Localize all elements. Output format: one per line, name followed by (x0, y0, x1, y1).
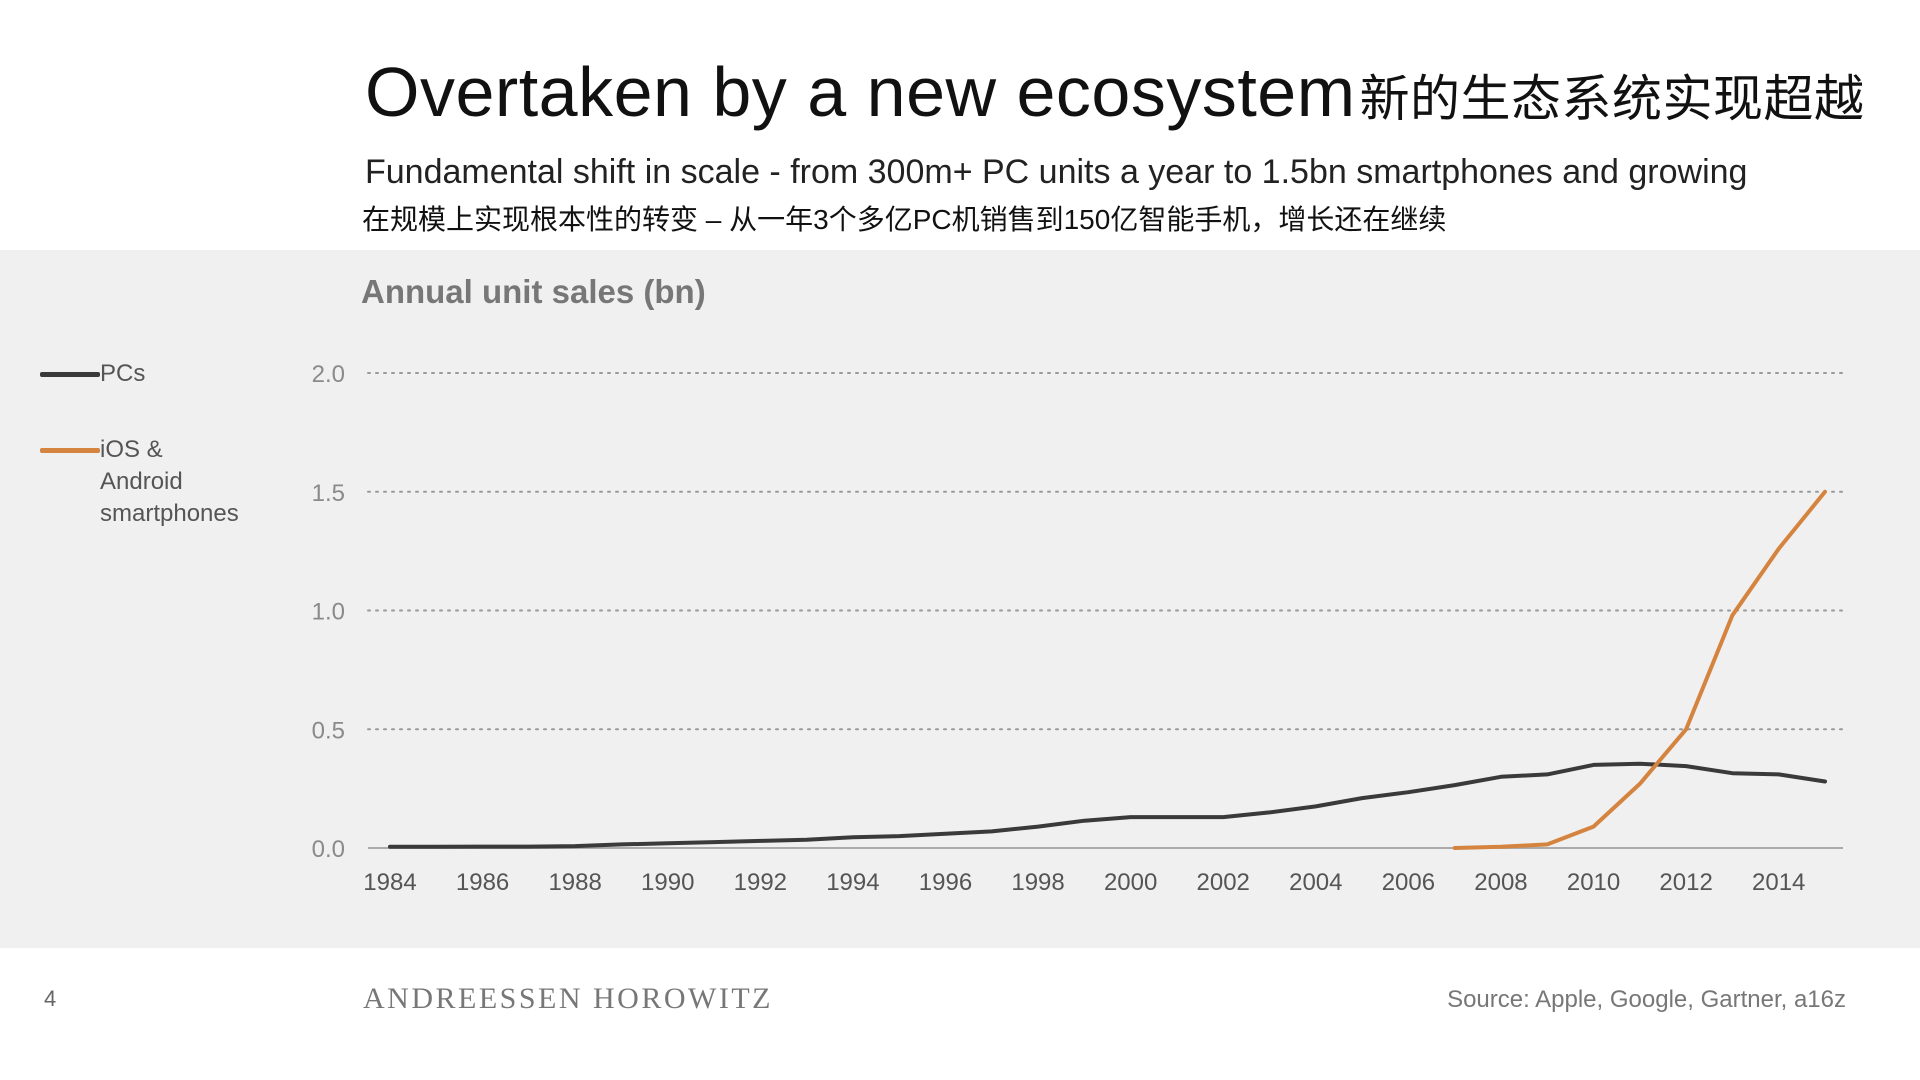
x-tick-label-1996: 1996 (919, 869, 972, 896)
source-note: Source: Apple, Google, Gartner, a16z (1447, 986, 1846, 1013)
legend-label-smartphones-line-1: iOS & Android (100, 436, 183, 495)
x-tick-label-2006: 2006 (1382, 869, 1435, 896)
y-tick-label-4: 2.0 (312, 361, 345, 388)
x-tick-label-1984: 1984 (363, 869, 416, 896)
page-title: Overtaken by a new ecosystem新的生态系统实现超越 (365, 52, 1865, 139)
legend-label-pcs-line-1: PCs (100, 360, 146, 387)
y-tick-label-1: 0.5 (312, 717, 345, 744)
series-line-pcs (388, 761, 1827, 849)
page-title-en: Overtaken by a new ecosystem (365, 53, 1356, 131)
series-line-smartphones (1452, 489, 1827, 850)
x-tick-label-1994: 1994 (826, 869, 879, 896)
chart-title: Annual unit sales (bn) (361, 273, 706, 310)
x-tick-label-1986: 1986 (456, 869, 509, 896)
page-title-zh: 新的生态系统实现超越 (1359, 71, 1865, 127)
legend-label-smartphones: iOS & Android smartphones (100, 434, 239, 530)
x-tick-label-2014: 2014 (1752, 869, 1805, 896)
y-tick-label-3: 1.5 (312, 480, 345, 507)
x-tick-label-2004: 2004 (1289, 869, 1342, 896)
legend-swatch-pcs (40, 372, 100, 377)
legend-swatch-smartphones (40, 448, 100, 453)
x-tick-label-1988: 1988 (548, 869, 601, 896)
legend-label-pcs: PCs (100, 358, 145, 390)
subtitle-zh: 在规模上实现根本性的转变 – 从一年3个多亿PC机销售到150亿智能手机，增长还… (362, 204, 1447, 235)
x-tick-label-1990: 1990 (641, 869, 694, 896)
x-tick-label-2012: 2012 (1659, 869, 1712, 896)
y-tick-label-2: 1.0 (312, 599, 345, 626)
legend-label-smartphones-line-2: smartphones (100, 500, 239, 527)
page-number: 4 (44, 986, 57, 1011)
x-tick-label-2000: 2000 (1104, 869, 1157, 896)
subtitle-en: Fundamental shift in scale - from 300m+ … (365, 153, 1748, 191)
x-tick-label-1992: 1992 (734, 869, 787, 896)
x-tick-label-2002: 2002 (1197, 869, 1250, 896)
x-tick-label-1998: 1998 (1011, 869, 1064, 896)
y-tick-label-0: 0.0 (312, 836, 345, 863)
x-tick-label-2010: 2010 (1567, 869, 1620, 896)
x-tick-label-2008: 2008 (1474, 869, 1527, 896)
brand-logo-text: ANDREESSEN HOROWITZ (363, 982, 773, 1015)
